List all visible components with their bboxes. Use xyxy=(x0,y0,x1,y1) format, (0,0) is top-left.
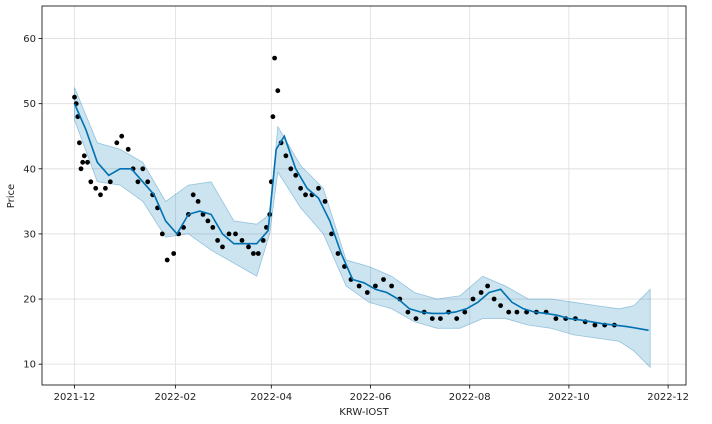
x-tick-label: 2022-08 xyxy=(449,392,491,403)
actual-point xyxy=(81,153,87,159)
actual-point xyxy=(119,133,125,139)
actual-point xyxy=(164,257,170,263)
actual-point xyxy=(322,199,328,204)
actual-point xyxy=(478,290,484,295)
actual-point xyxy=(239,238,245,243)
x-axis-title: KRW-IOST xyxy=(339,407,389,418)
grid xyxy=(42,6,686,385)
actual-point xyxy=(190,192,196,198)
actual-point xyxy=(125,146,131,152)
actual-point xyxy=(171,251,177,256)
actual-point xyxy=(93,185,99,191)
actual-point xyxy=(514,309,520,315)
actual-point xyxy=(205,218,211,224)
actual-point xyxy=(506,309,512,315)
actual-point xyxy=(405,309,411,315)
actual-point xyxy=(303,192,308,198)
actual-point xyxy=(454,316,460,321)
actual-point xyxy=(381,277,386,282)
actual-point xyxy=(413,316,419,321)
x-tick-label: 2021-12 xyxy=(54,392,96,403)
y-tick-label: 10 xyxy=(23,360,36,371)
actual-point xyxy=(114,140,120,146)
actual-point xyxy=(389,283,394,289)
actual-point xyxy=(498,303,503,308)
x-tick-label: 2022-10 xyxy=(548,392,590,403)
actual-point xyxy=(159,231,165,237)
actual-point xyxy=(85,159,90,165)
actual-point xyxy=(78,166,84,172)
actual-point xyxy=(592,322,598,328)
actual-point xyxy=(553,316,559,321)
y-tick-label: 40 xyxy=(23,164,36,175)
actual-point xyxy=(88,179,94,185)
actual-point xyxy=(275,88,281,94)
actual-point xyxy=(485,283,490,289)
actual-point xyxy=(246,244,251,250)
actual-point xyxy=(233,231,238,237)
actual-point xyxy=(429,316,435,321)
actual-point xyxy=(220,244,225,250)
actual-point xyxy=(98,192,103,198)
actual-point xyxy=(335,251,341,256)
actual-point xyxy=(80,159,86,165)
actual-point xyxy=(72,94,77,100)
forecast-line xyxy=(73,103,649,332)
plot-area-frame xyxy=(41,5,687,386)
y-tick-label: 30 xyxy=(23,229,36,240)
actual-point xyxy=(462,309,468,315)
actual-point xyxy=(107,179,113,185)
actual-point xyxy=(283,153,289,159)
y-axis-title: Price xyxy=(6,184,17,208)
y-axis-ticks: 10 20 30 40 50 60 xyxy=(23,34,42,371)
actual-point xyxy=(210,225,216,230)
actual-point xyxy=(373,283,378,289)
actual-point xyxy=(438,316,443,321)
actual-point xyxy=(316,185,321,191)
actual-point xyxy=(135,179,141,185)
x-tick-label: 2022-02 xyxy=(154,392,196,403)
actual-point xyxy=(77,140,82,146)
x-tick-label: 2022-06 xyxy=(350,392,392,403)
actual-point xyxy=(364,290,370,295)
actual-point xyxy=(288,166,294,172)
actual-point xyxy=(140,166,146,172)
x-tick-label: 2022-04 xyxy=(250,392,292,403)
actual-point xyxy=(298,185,303,191)
actual-point xyxy=(255,251,261,256)
actual-point xyxy=(491,296,497,302)
actual-points xyxy=(72,55,617,328)
y-tick-label: 20 xyxy=(23,295,36,306)
actual-point xyxy=(103,185,108,191)
actual-point xyxy=(195,199,201,204)
actual-point xyxy=(293,172,299,178)
y-tick-label: 50 xyxy=(23,99,36,110)
forecast-line-group xyxy=(73,103,649,332)
actual-point xyxy=(260,238,266,243)
actual-point xyxy=(226,231,232,237)
actual-point xyxy=(356,283,362,289)
y-tick-label: 60 xyxy=(23,34,36,45)
actual-point xyxy=(272,55,277,61)
x-axis-ticks: 2021-12 2022-02 2022-04 2022-06 2022-08 2022-… xyxy=(54,385,689,403)
actual-point xyxy=(215,238,221,243)
actual-point xyxy=(329,231,334,237)
actual-point xyxy=(145,179,151,185)
actual-point xyxy=(270,114,276,120)
actual-point xyxy=(470,296,476,302)
x-tick-label: 2022-12 xyxy=(647,392,689,403)
actual-point xyxy=(251,251,256,256)
